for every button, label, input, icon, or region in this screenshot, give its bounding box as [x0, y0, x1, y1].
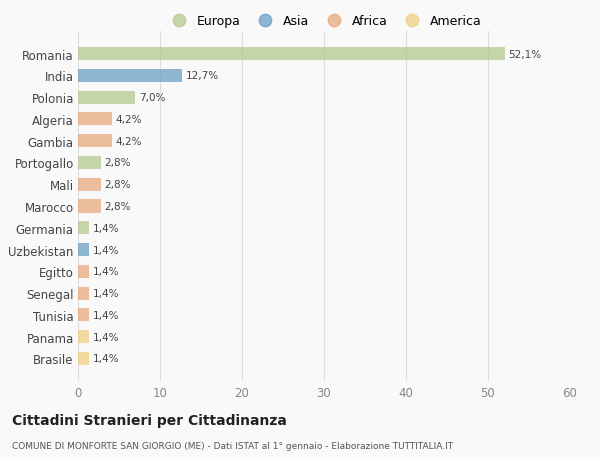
Text: 7,0%: 7,0%	[139, 93, 165, 103]
Text: 12,7%: 12,7%	[185, 71, 218, 81]
Text: 1,4%: 1,4%	[93, 310, 119, 320]
Text: 52,1%: 52,1%	[508, 50, 542, 60]
Bar	[78, 157, 101, 170]
Bar	[78, 91, 136, 105]
Bar	[78, 243, 89, 257]
Text: 4,2%: 4,2%	[116, 136, 142, 146]
Text: 2,8%: 2,8%	[104, 202, 131, 212]
Text: 1,4%: 1,4%	[93, 353, 119, 364]
Bar	[78, 200, 101, 213]
Bar	[78, 308, 89, 322]
Text: 2,8%: 2,8%	[104, 158, 131, 168]
Text: COMUNE DI MONFORTE SAN GIORGIO (ME) - Dati ISTAT al 1° gennaio - Elaborazione TU: COMUNE DI MONFORTE SAN GIORGIO (ME) - Da…	[12, 441, 453, 450]
Bar	[78, 352, 89, 365]
Text: 2,8%: 2,8%	[104, 180, 131, 190]
Text: 1,4%: 1,4%	[93, 288, 119, 298]
Text: 4,2%: 4,2%	[116, 115, 142, 125]
Bar	[78, 113, 112, 126]
Bar	[78, 330, 89, 343]
Text: 1,4%: 1,4%	[93, 332, 119, 342]
Legend: Europa, Asia, Africa, America: Europa, Asia, Africa, America	[161, 11, 487, 34]
Bar	[78, 135, 112, 148]
Bar	[78, 48, 505, 61]
Bar	[78, 287, 89, 300]
Text: 1,4%: 1,4%	[93, 245, 119, 255]
Bar	[78, 70, 182, 83]
Bar	[78, 178, 101, 191]
Text: 1,4%: 1,4%	[93, 267, 119, 277]
Text: Cittadini Stranieri per Cittadinanza: Cittadini Stranieri per Cittadinanza	[12, 413, 287, 427]
Bar	[78, 222, 89, 235]
Text: 1,4%: 1,4%	[93, 223, 119, 233]
Bar	[78, 265, 89, 278]
